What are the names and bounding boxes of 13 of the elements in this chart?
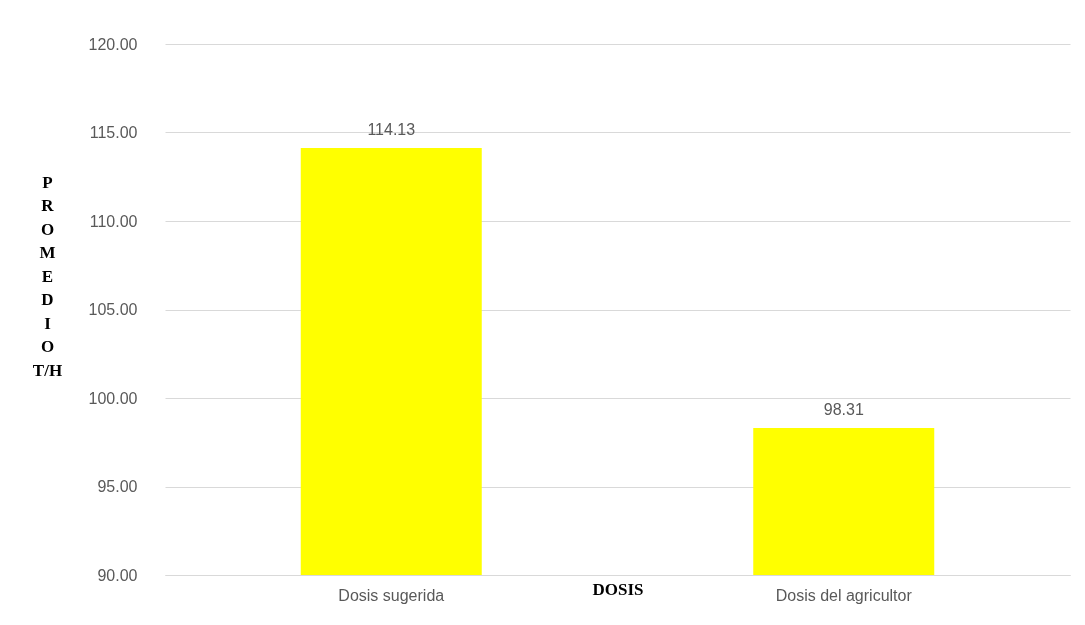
data-label: 98.31 bbox=[823, 400, 864, 418]
y-tick-label: 105.00 bbox=[88, 301, 138, 318]
y-tick-label: 110.00 bbox=[89, 212, 138, 230]
x-axis-title: DOSIS bbox=[592, 579, 644, 599]
y-tick-label: 100.00 bbox=[88, 389, 138, 407]
y-tick-label: 120.00 bbox=[88, 35, 138, 53]
x-tick-label: Dosis del agricultor bbox=[775, 586, 913, 604]
x-tick-label: Dosis sugerida bbox=[338, 586, 445, 604]
y-tick-label: 90.00 bbox=[97, 566, 138, 584]
y-tick-label: 115.00 bbox=[89, 124, 138, 141]
text: PROMEDIO T/H bbox=[32, 172, 63, 380]
y-tick-label: 95.00 bbox=[97, 478, 138, 495]
data-label: 114.13 bbox=[367, 120, 416, 138]
